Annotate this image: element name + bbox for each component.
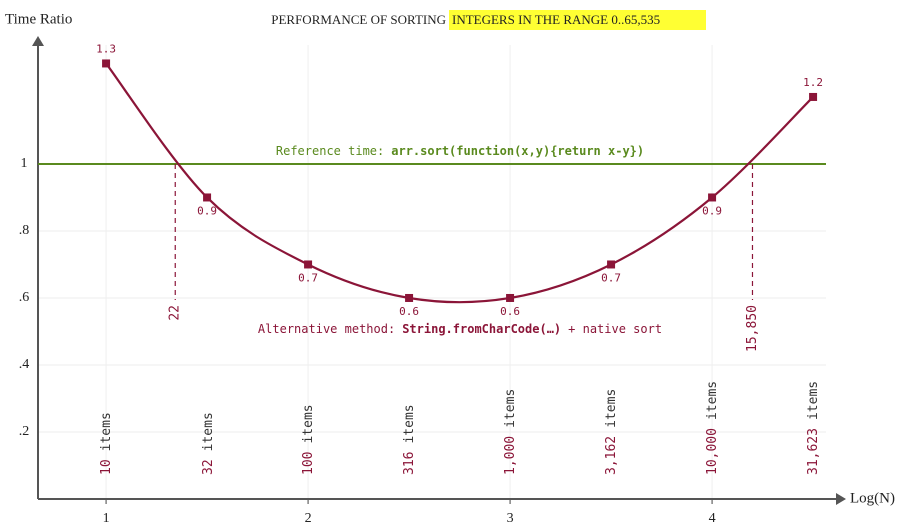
data-label: 0.7: [601, 271, 621, 284]
data-label: 0.6: [500, 305, 520, 318]
data-label: 0.9: [702, 204, 722, 217]
item-count: 3,162: [604, 436, 619, 475]
x-tick-label: 1: [103, 511, 110, 526]
crossover-label: 22: [168, 305, 183, 321]
x-axis-arrow: [836, 493, 846, 505]
series-line: [105, 62, 814, 304]
item-unit: items: [402, 404, 417, 443]
title-highlight-bg: [449, 10, 706, 30]
item-count: 100: [301, 452, 316, 475]
data-point: [102, 59, 111, 68]
y-tick-label: .8: [19, 223, 30, 238]
data-point: [203, 193, 212, 202]
item-count: 1,000: [503, 436, 518, 475]
item-count: 32: [201, 459, 216, 475]
item-count-label: 3,162 items: [604, 389, 619, 475]
y-axis-arrow: [32, 36, 44, 46]
y-axis-label: Time Ratio: [5, 11, 72, 27]
item-count: 316: [402, 452, 417, 475]
item-unit: items: [604, 389, 619, 428]
data-label: 0.7: [298, 271, 318, 284]
reference-label-plain: Reference time:: [276, 143, 384, 157]
item-count-label: 100 items: [301, 404, 316, 475]
item-unit: items: [201, 412, 216, 451]
method-label: Alternative method: String.fromCharCode(……: [258, 322, 662, 336]
method-label-tail: + native sort: [568, 322, 662, 336]
item-count-label: 10 items: [99, 412, 114, 475]
item-unit: items: [806, 381, 821, 420]
x-axis-label: Log(N): [850, 490, 895, 506]
y-tick-label: .6: [19, 290, 30, 305]
data-label: 1.3: [96, 42, 116, 55]
x-tick-label: 4: [709, 511, 716, 526]
chart-title-highlight: INTEGERS IN THE RANGE 0..65,535: [452, 12, 660, 27]
item-unit: items: [301, 404, 316, 443]
data-label: 0.9: [197, 204, 217, 217]
x-tick-label: 2: [305, 511, 312, 526]
crossover-label: 15,850: [745, 305, 760, 352]
x-tick-label: 3: [507, 511, 514, 526]
item-count: 10,000: [705, 428, 720, 475]
data-label: 0.6: [399, 305, 419, 318]
item-count-label: 316 items: [402, 404, 417, 475]
data-point: [809, 92, 818, 101]
method-label-code: String.fromCharCode(…): [402, 322, 561, 336]
item-count: 31,623: [806, 428, 821, 475]
plot: .2 .4 .6 .8 1 1 2 3 4 10 items 32 items 100 items 316 it…: [19, 36, 846, 526]
item-unit: items: [705, 381, 720, 420]
item-count-label: 31,623 items: [806, 381, 821, 475]
item-count-label: 32 items: [201, 412, 216, 475]
data-label: 1.2: [803, 76, 823, 89]
y-tick-label: .2: [19, 424, 30, 439]
y-tick-label: .4: [19, 357, 30, 372]
reference-label: Reference time: arr.sort(function(x,y){re…: [276, 143, 644, 157]
data-point: [708, 193, 717, 202]
item-unit: items: [99, 412, 114, 451]
item-count: 10: [99, 459, 114, 475]
data-point: [506, 293, 515, 302]
item-unit: items: [503, 389, 518, 428]
reference-label-code: arr.sort(function(x,y){return x-y}): [391, 143, 644, 157]
item-count-label: 10,000 items: [705, 381, 720, 475]
y-tick-label: 1: [21, 156, 28, 171]
data-point: [607, 260, 616, 269]
method-label-plain: Alternative method:: [258, 322, 395, 336]
data-point: [304, 260, 313, 269]
data-point: [405, 293, 414, 302]
chart-title: PERFORMANCE OF SORTING: [271, 12, 446, 27]
item-count-label: 1,000 items: [503, 389, 518, 475]
